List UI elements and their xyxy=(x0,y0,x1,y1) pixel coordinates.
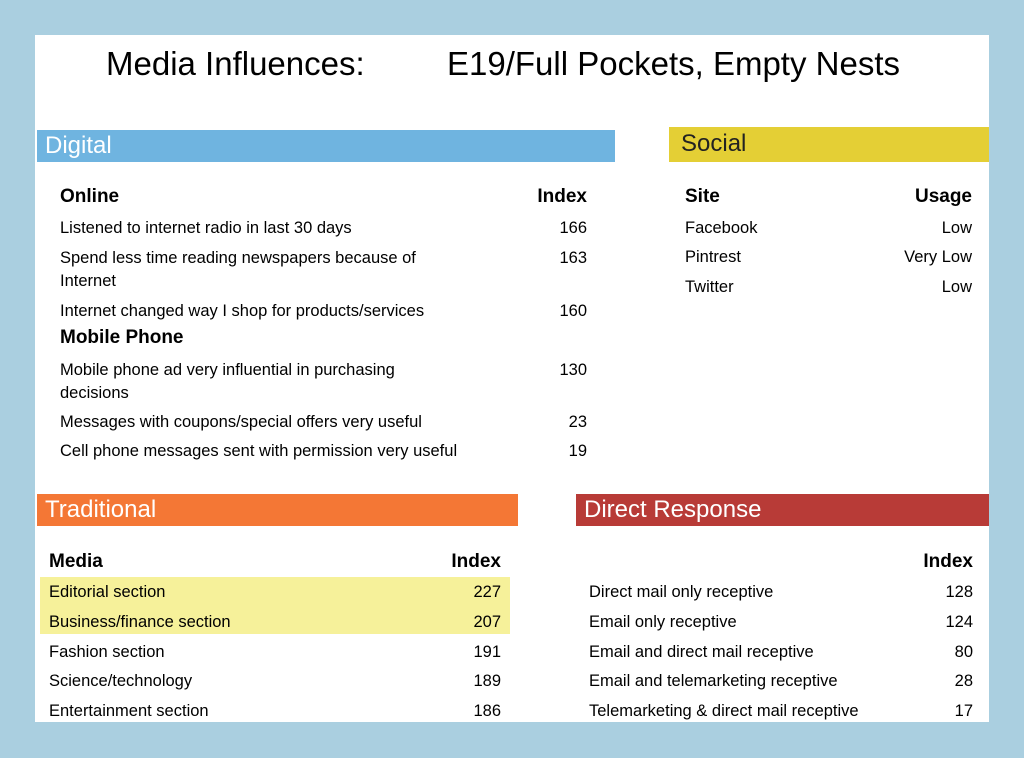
row-label: Editorial section xyxy=(49,583,166,601)
row-label: Twitter xyxy=(685,278,734,296)
row-value: 128 xyxy=(945,583,973,601)
row-label: Mobile phone ad very influential in purc… xyxy=(60,361,395,402)
row-value: Very Low xyxy=(904,248,972,266)
section-header: Traditional xyxy=(37,494,518,526)
section-header: Direct Response xyxy=(576,494,989,526)
column-header: Site xyxy=(685,186,720,207)
row-value: 189 xyxy=(473,672,501,690)
column-header: Media xyxy=(49,551,103,572)
row-value: 191 xyxy=(473,643,501,661)
row-value: 163 xyxy=(559,249,587,267)
segment-title: E19/Full Pockets, Empty Nests xyxy=(447,45,900,82)
row-label: Internet changed way I shop for products… xyxy=(60,302,425,320)
row-label: Entertainment section xyxy=(49,702,209,720)
title: Media Influences: xyxy=(106,45,365,82)
row-label: Spend less time reading newspapers becau… xyxy=(60,249,416,290)
row-value: 130 xyxy=(559,361,587,379)
row-label: Email only receptive xyxy=(589,613,737,631)
highlight xyxy=(40,577,510,634)
row-label: Messages with coupons/special offers ver… xyxy=(60,413,422,431)
row-value: Low xyxy=(941,278,972,296)
subheading: Mobile Phone xyxy=(60,327,184,348)
row-label: Business/finance section xyxy=(49,613,231,631)
row-value: 207 xyxy=(473,613,501,631)
row-value: 186 xyxy=(473,702,501,720)
row-value: 17 xyxy=(954,702,973,720)
row-label: Email and direct mail receptive xyxy=(589,643,814,661)
column-header: Index xyxy=(923,551,973,572)
row-label: Science/technology xyxy=(49,672,193,690)
column-header: Usage xyxy=(914,186,972,207)
section-header: Social xyxy=(669,127,989,162)
row-label: Facebook xyxy=(685,219,758,237)
row-value: 160 xyxy=(559,302,587,320)
row-value: 80 xyxy=(954,643,973,661)
row-value: Low xyxy=(941,219,972,237)
row-label: Direct mail only receptive xyxy=(589,583,774,601)
row-label: Email and telemarketing receptive xyxy=(589,672,838,690)
row-label: Fashion section xyxy=(49,643,165,661)
section-header: Digital xyxy=(37,130,615,162)
column-header: Index xyxy=(537,186,587,207)
row-value: 23 xyxy=(568,413,587,431)
column-header: Online xyxy=(60,186,120,207)
row-value: 227 xyxy=(473,583,501,601)
row-label: Pintrest xyxy=(685,248,741,266)
row-label: Listened to internet radio in last 30 da… xyxy=(60,219,352,237)
row-label: Telemarketing & direct mail receptive xyxy=(589,702,859,720)
row-value: 19 xyxy=(568,442,587,460)
column-header: Index xyxy=(451,551,501,572)
row-label: Cell phone messages sent with permission… xyxy=(60,442,458,460)
row-value: 28 xyxy=(954,672,973,690)
row-value: 124 xyxy=(945,613,973,631)
row-value: 166 xyxy=(559,219,587,237)
